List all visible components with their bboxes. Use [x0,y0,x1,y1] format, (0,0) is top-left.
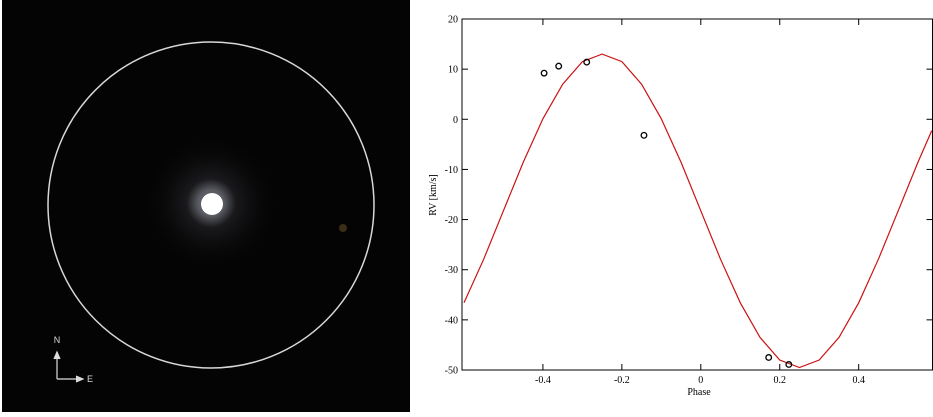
page: N E Phase RV [km/s] -50 -40 -30 -20 -10 0 10 20… [0,0,933,412]
north-label: N [54,335,61,345]
data-point [541,70,547,76]
y-tick-label: -50 [445,366,458,377]
x-tick-label: 0.2 [773,375,786,386]
y-tick-label: 10 [448,65,458,76]
x-axis-label: Phase [687,387,711,398]
x-tick-label: 0.4 [852,375,865,386]
x-tick-label: -0.2 [614,375,630,386]
x-tick-label: -0.4 [535,375,551,386]
model-curve [464,54,932,367]
y-tick-label: -40 [445,315,458,326]
data-point [556,63,562,69]
chart: Phase RV [km/s] -50 -40 -30 -20 -10 0 10 20 -0.4… [428,15,933,399]
east-label: E [87,374,93,384]
faint-source [339,224,347,232]
y-tick-label: 0 [453,115,458,126]
figure: N E Phase RV [km/s] -50 -40 -30 -20 -10 0 10 20… [0,0,933,412]
plot-frame [462,19,933,370]
x-tick-label: 0 [698,375,703,386]
y-tick-label: 20 [448,15,458,26]
y-tick-label: -30 [445,265,458,276]
y-tick-label: -10 [445,165,458,176]
data-point [766,355,772,361]
y-tick-label: -20 [445,215,458,226]
y-axis-label: RV [km/s] [428,174,439,216]
data-point [641,133,647,139]
star-core [201,193,223,215]
sky-image: N E [2,0,410,412]
